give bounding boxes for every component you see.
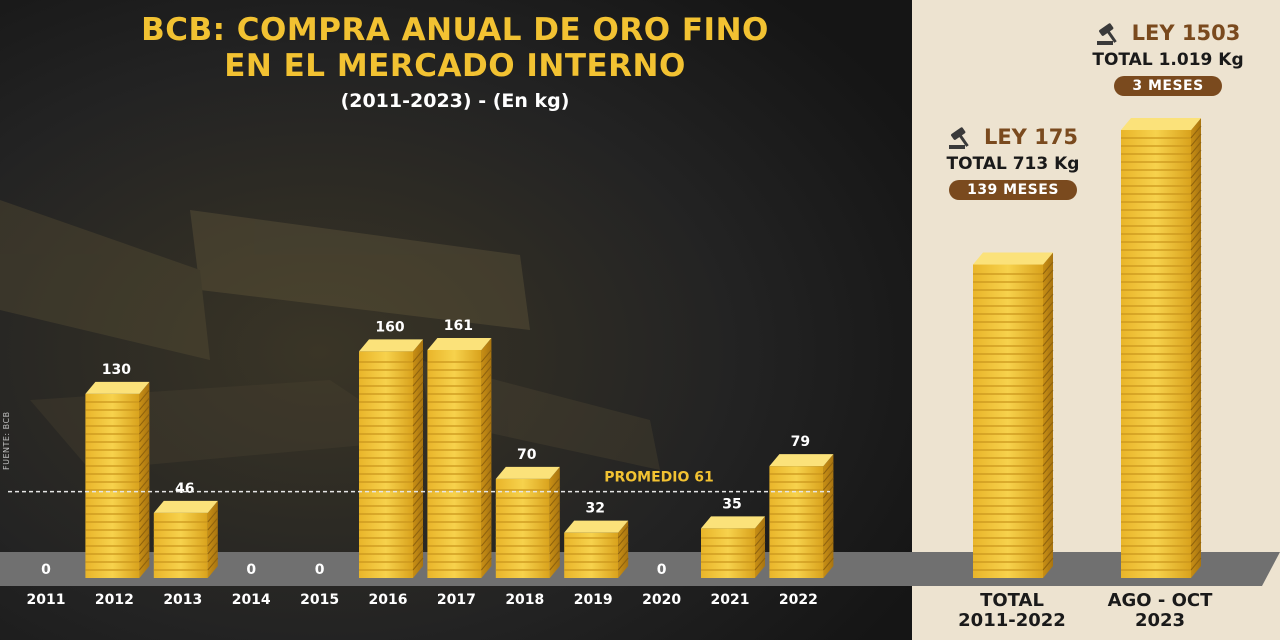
data-label: 160: [375, 319, 404, 335]
law-1503-annotation: LEY 1503 TOTAL 1.019 Kg 3 MESES: [1062, 20, 1274, 96]
floor-strip: [0, 552, 1280, 586]
x-tick-label: 2016: [369, 592, 408, 608]
data-label: 0: [246, 562, 256, 578]
x-tick-label: 2011-2022: [958, 610, 1066, 631]
x-tick-label: 2013: [163, 592, 202, 608]
x-tick-label: 2015: [300, 592, 339, 608]
data-label: 79: [791, 434, 810, 450]
chart-subtitle: (2011-2023) - (En kg): [340, 90, 570, 112]
bar: [495, 466, 561, 578]
period-badge: 139 MESES: [949, 180, 1077, 200]
law-175-annotation: LEY 175 TOTAL 713 Kg 139 MESES: [922, 124, 1104, 200]
x-tick-label: 2018: [505, 592, 544, 608]
total-label: TOTAL 713 Kg: [946, 154, 1080, 174]
data-label: 161: [444, 318, 473, 334]
total-label: TOTAL 1.019 Kg: [1092, 50, 1244, 70]
x-tick-label: 2020: [642, 592, 681, 608]
x-tick-label: 2022: [779, 592, 818, 608]
x-tick-label: 2023: [1135, 610, 1185, 631]
data-label: 46: [175, 481, 194, 497]
x-tick-label: 2014: [232, 592, 271, 608]
chart-title-line2: EN EL MERCADO INTERNO: [224, 48, 686, 84]
x-tick-label: TOTAL: [980, 590, 1044, 611]
chart-title-line1: BCB: COMPRA ANUAL DE ORO FINO: [141, 12, 769, 48]
law-label: LEY 1503: [1131, 21, 1241, 45]
data-label: 70: [517, 447, 537, 463]
data-label: 0: [41, 562, 51, 578]
bar: [1121, 118, 1202, 578]
data-label: 0: [657, 562, 667, 578]
x-tick-label: AGO - OCT: [1108, 590, 1214, 611]
right-panel-background: [912, 0, 1280, 640]
x-tick-label: 2021: [711, 592, 750, 608]
law-label: LEY 175: [983, 125, 1079, 149]
bar: [427, 338, 492, 578]
data-label: 32: [585, 501, 604, 517]
data-label: 130: [102, 362, 131, 378]
data-label: 0: [315, 562, 325, 578]
bar: [701, 516, 766, 578]
period-badge: 3 MESES: [1114, 76, 1222, 96]
bar: [85, 381, 150, 578]
bar: [359, 339, 424, 578]
x-tick-label: 2012: [95, 592, 134, 608]
bar: [973, 252, 1054, 578]
bar: [769, 454, 834, 578]
x-tick-label: 2011: [27, 592, 66, 608]
bar: [564, 520, 629, 578]
gavel-icon: [948, 127, 969, 149]
gavel-icon: [1096, 23, 1117, 45]
source-note: FUENTE: BCB: [2, 411, 11, 470]
data-label: 35: [722, 496, 741, 512]
bar: [153, 500, 219, 578]
x-tick-label: 2019: [574, 592, 613, 608]
x-tick-label: 2017: [437, 592, 476, 608]
average-label: PROMEDIO 61: [604, 470, 714, 486]
